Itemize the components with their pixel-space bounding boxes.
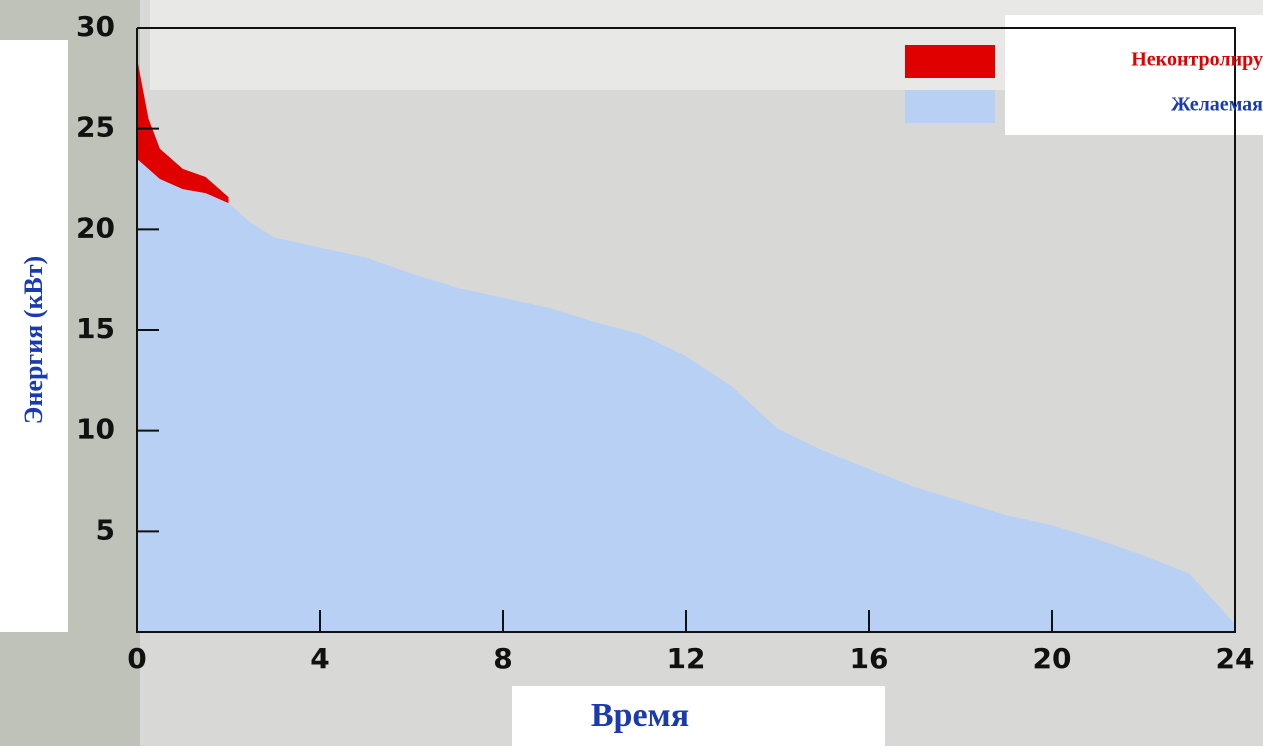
y-label-panel (0, 40, 68, 632)
x-tick-label: 24 (1216, 642, 1255, 675)
y-tick-label: 30 (76, 10, 115, 43)
x-axis-label: Время (591, 697, 689, 734)
x-tick-label: 0 (127, 642, 146, 675)
y-tick-label: 5 (96, 513, 115, 546)
y-tick-label: 25 (76, 111, 115, 144)
y-tick-label: 15 (76, 312, 115, 345)
legend-label: Желаемая (1171, 94, 1263, 116)
area (137, 58, 229, 204)
plot: 5 10 15 20 25 30 0 4 8 12 16 20 24 Неконтролиру Желаем… (76, 10, 1263, 675)
legend-swatch (905, 90, 995, 123)
y-tick-label: 10 (76, 413, 115, 446)
x-tick-label: 20 (1033, 642, 1072, 675)
y-tick-label: 20 (76, 211, 115, 244)
x-tick-label: 4 (310, 642, 329, 675)
x-label-panel (512, 686, 885, 746)
x-tick-label: 16 (850, 642, 889, 675)
legend-swatch (905, 45, 995, 78)
legend-panel (1005, 15, 1263, 135)
x-tick-label: 8 (493, 642, 512, 675)
x-tick-label: 12 (667, 642, 706, 675)
area (137, 158, 1235, 632)
legend-label: Неконтролиру (1131, 49, 1263, 71)
y-axis-label: Энергия (кВт) (19, 256, 48, 424)
